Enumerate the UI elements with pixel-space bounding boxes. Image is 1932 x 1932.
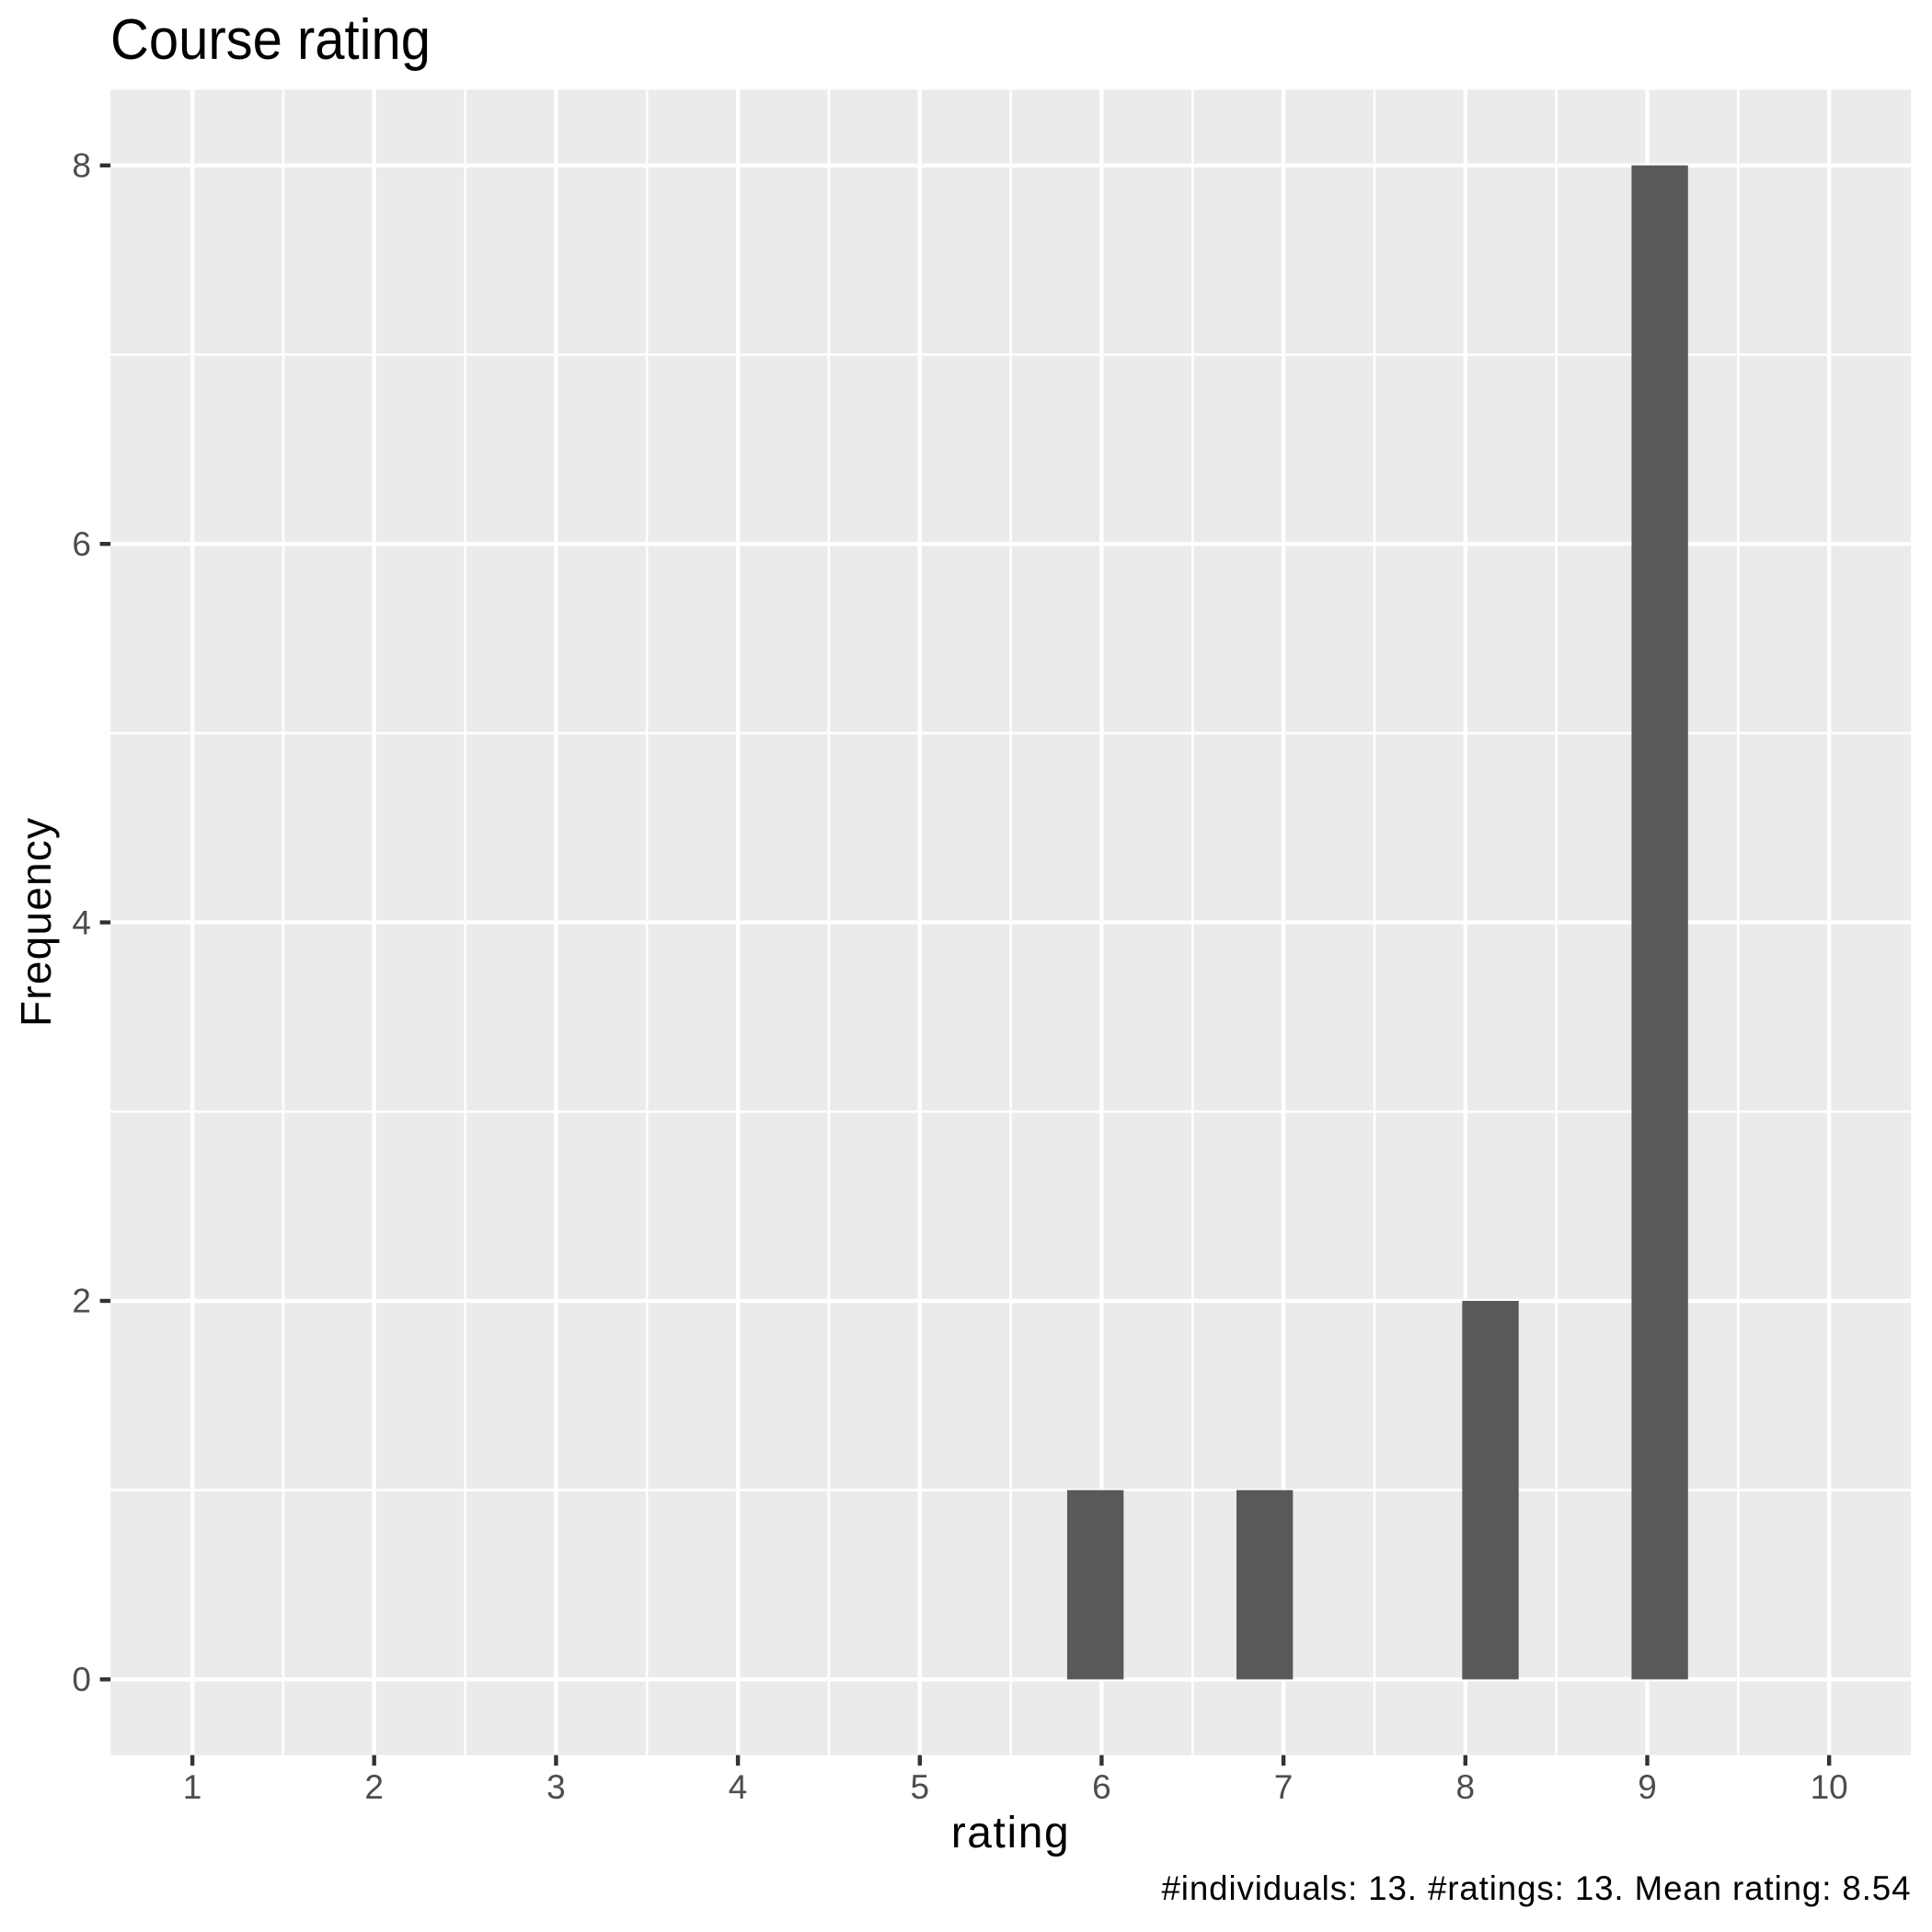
svg-text:10: 10	[1811, 1768, 1848, 1806]
svg-text:rating: rating	[951, 1809, 1069, 1857]
svg-text:8: 8	[1456, 1768, 1476, 1806]
svg-text:Course rating: Course rating	[110, 7, 431, 72]
svg-text:4: 4	[72, 903, 91, 941]
svg-text:4: 4	[729, 1768, 748, 1806]
svg-text:6: 6	[1092, 1768, 1111, 1806]
svg-text:2: 2	[72, 1282, 91, 1320]
svg-text:0: 0	[72, 1661, 91, 1698]
svg-text:3: 3	[546, 1768, 566, 1806]
svg-text:Frequency: Frequency	[12, 818, 60, 1027]
svg-text:1: 1	[183, 1768, 202, 1806]
svg-text:6: 6	[72, 525, 91, 563]
svg-text:8: 8	[72, 147, 91, 185]
svg-text:9: 9	[1638, 1768, 1657, 1806]
svg-text:#individuals: 13. #ratings: 13: #individuals: 13. #ratings: 13. Mean rat…	[1162, 1869, 1911, 1907]
svg-text:5: 5	[911, 1768, 930, 1806]
svg-text:2: 2	[364, 1768, 384, 1806]
svg-text:7: 7	[1274, 1768, 1294, 1806]
